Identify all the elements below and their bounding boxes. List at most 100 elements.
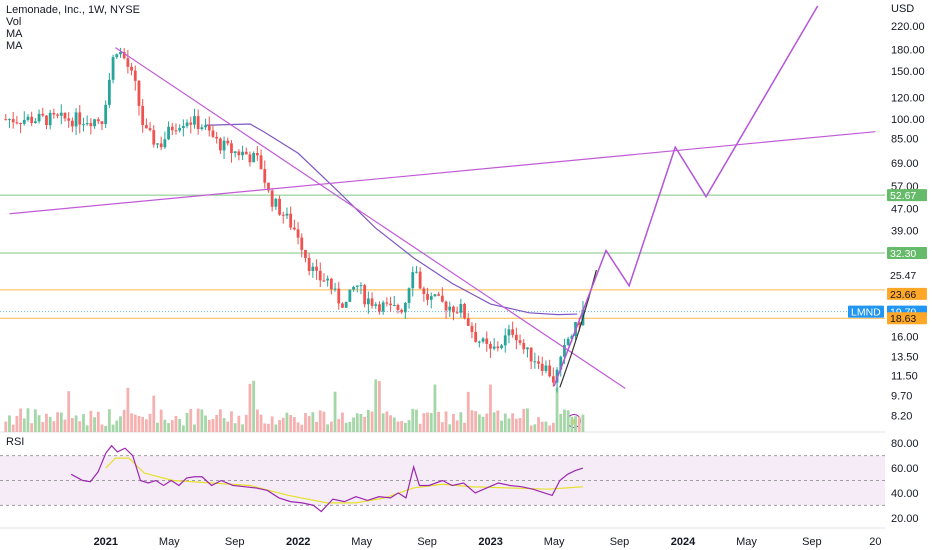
volume-bar bbox=[200, 409, 204, 432]
price-tick-label: 220.00 bbox=[891, 21, 925, 33]
price-tick-label: 100.00 bbox=[891, 114, 925, 126]
candle-body bbox=[329, 278, 333, 290]
candle-body bbox=[370, 298, 374, 306]
candle-body bbox=[374, 304, 378, 306]
volume-bar bbox=[540, 421, 544, 432]
candle-body bbox=[511, 329, 515, 335]
volume-bar bbox=[70, 418, 74, 432]
volume-bar bbox=[156, 422, 159, 432]
volume-bar bbox=[33, 409, 37, 432]
candle-body bbox=[11, 119, 15, 123]
candle-body bbox=[26, 116, 30, 120]
volume-bar bbox=[15, 415, 19, 432]
volume-bar bbox=[218, 409, 222, 432]
volume-bar bbox=[440, 422, 444, 432]
volume-bar bbox=[385, 411, 389, 432]
time-tick-label: May bbox=[544, 536, 565, 548]
candle-body bbox=[259, 155, 263, 170]
volume-bar bbox=[304, 412, 307, 432]
price-tick-label: 8.20 bbox=[891, 410, 912, 422]
candle-body bbox=[333, 288, 337, 290]
axes: 220.00 180.00 150.00 120.00 100.00 85.00 69.00… bbox=[94, 3, 927, 548]
chart-title: Lemonade, Inc., 1W, NYSE bbox=[6, 4, 140, 16]
time-tick-label: 2022 bbox=[286, 536, 310, 548]
candle-body bbox=[193, 116, 196, 125]
volume-bar bbox=[566, 410, 570, 432]
volume-bar bbox=[267, 423, 270, 432]
volume-bar bbox=[348, 421, 352, 432]
candle-body bbox=[163, 139, 167, 148]
candle-body bbox=[93, 119, 96, 127]
volume-bar bbox=[452, 413, 455, 432]
candle-body bbox=[341, 303, 344, 308]
candle-body bbox=[233, 151, 237, 154]
volume-bar bbox=[500, 420, 503, 432]
volume-bar bbox=[429, 412, 433, 432]
volume-bar bbox=[533, 424, 537, 432]
candle-body bbox=[514, 334, 518, 341]
volume-bar bbox=[278, 420, 281, 432]
candle-body bbox=[566, 338, 570, 345]
drawings bbox=[9, 5, 876, 389]
volume-bar bbox=[259, 414, 263, 432]
candle-body bbox=[455, 312, 459, 314]
candle-body bbox=[270, 190, 274, 207]
candle-body bbox=[281, 214, 285, 216]
volume-label: Vol bbox=[6, 16, 22, 28]
volume-bar bbox=[522, 409, 526, 432]
candle-body bbox=[289, 213, 293, 228]
volume-bar bbox=[507, 418, 511, 432]
volume-bar bbox=[366, 409, 370, 432]
candle-body bbox=[74, 112, 78, 127]
volume-bar bbox=[78, 421, 82, 432]
price-tick-label: 39.00 bbox=[891, 226, 919, 238]
candle-body bbox=[392, 305, 396, 307]
candle-body bbox=[400, 309, 404, 313]
volume-bar bbox=[529, 425, 533, 432]
candle-body bbox=[366, 298, 370, 305]
volume-bar bbox=[318, 410, 322, 432]
volume-bar bbox=[74, 415, 78, 432]
candle-body bbox=[241, 151, 244, 156]
volume-bar bbox=[52, 421, 56, 432]
volume-bar bbox=[463, 422, 466, 432]
horizontal-levels bbox=[0, 194, 885, 319]
volume-bar bbox=[485, 413, 489, 432]
volume-bar bbox=[289, 414, 293, 432]
price-tag-orange bbox=[887, 287, 927, 300]
candle-body bbox=[15, 122, 19, 124]
volume-bar bbox=[459, 412, 463, 432]
volume-bar bbox=[230, 411, 233, 432]
volume-bar bbox=[270, 416, 274, 432]
volume-bar bbox=[337, 418, 341, 432]
volume-bar bbox=[152, 395, 156, 432]
volume-bar bbox=[137, 416, 141, 432]
candle-body bbox=[492, 346, 496, 349]
candle-body bbox=[459, 303, 463, 313]
price-tick-label: 9.70 bbox=[891, 391, 912, 403]
volume-bar bbox=[437, 411, 441, 432]
price-tick-label: 11.50 bbox=[891, 370, 918, 382]
volume-bar bbox=[392, 417, 396, 432]
candle-body bbox=[522, 342, 526, 350]
chart-legend: Lemonade, Inc., 1W, NYSE Vol MA MA bbox=[6, 4, 140, 52]
time-tick-label: 20 bbox=[869, 536, 881, 548]
volume-bar bbox=[496, 410, 500, 432]
volume-bar bbox=[489, 384, 492, 432]
volume-bar bbox=[322, 411, 326, 432]
candle-body bbox=[355, 285, 359, 287]
rsi-line bbox=[70, 444, 584, 513]
rsi-tick-label: 40.00 bbox=[891, 488, 919, 500]
candle-body bbox=[130, 66, 133, 71]
volume-bar bbox=[233, 423, 237, 432]
candle-body bbox=[503, 335, 507, 346]
candle-body bbox=[100, 121, 104, 125]
volume-bar bbox=[470, 410, 474, 432]
candle-body bbox=[359, 285, 363, 287]
volume-bar bbox=[193, 424, 196, 432]
price-tag-green bbox=[887, 189, 927, 202]
volume-bar bbox=[119, 416, 122, 432]
candle-body bbox=[381, 302, 385, 312]
rsi-tick-label: 80.00 bbox=[891, 438, 919, 450]
